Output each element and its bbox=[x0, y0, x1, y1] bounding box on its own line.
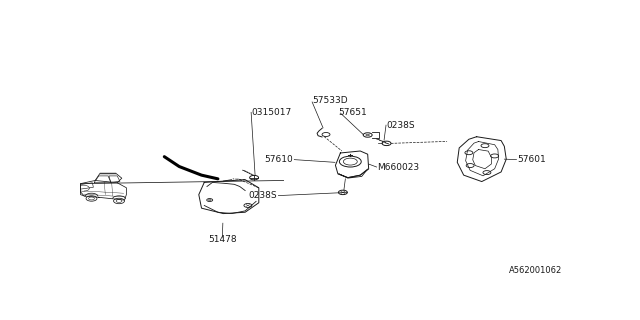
Text: 57533D: 57533D bbox=[312, 96, 348, 105]
Text: 0238S: 0238S bbox=[249, 191, 277, 200]
Text: 0315017: 0315017 bbox=[252, 108, 292, 117]
Text: 57651: 57651 bbox=[338, 108, 367, 117]
Text: 57601: 57601 bbox=[518, 155, 546, 164]
Text: A562001062: A562001062 bbox=[509, 267, 562, 276]
Text: 57610: 57610 bbox=[264, 155, 293, 164]
Text: M660023: M660023 bbox=[378, 163, 420, 172]
Text: 0238S: 0238S bbox=[387, 121, 415, 130]
Text: 51478: 51478 bbox=[208, 236, 237, 244]
